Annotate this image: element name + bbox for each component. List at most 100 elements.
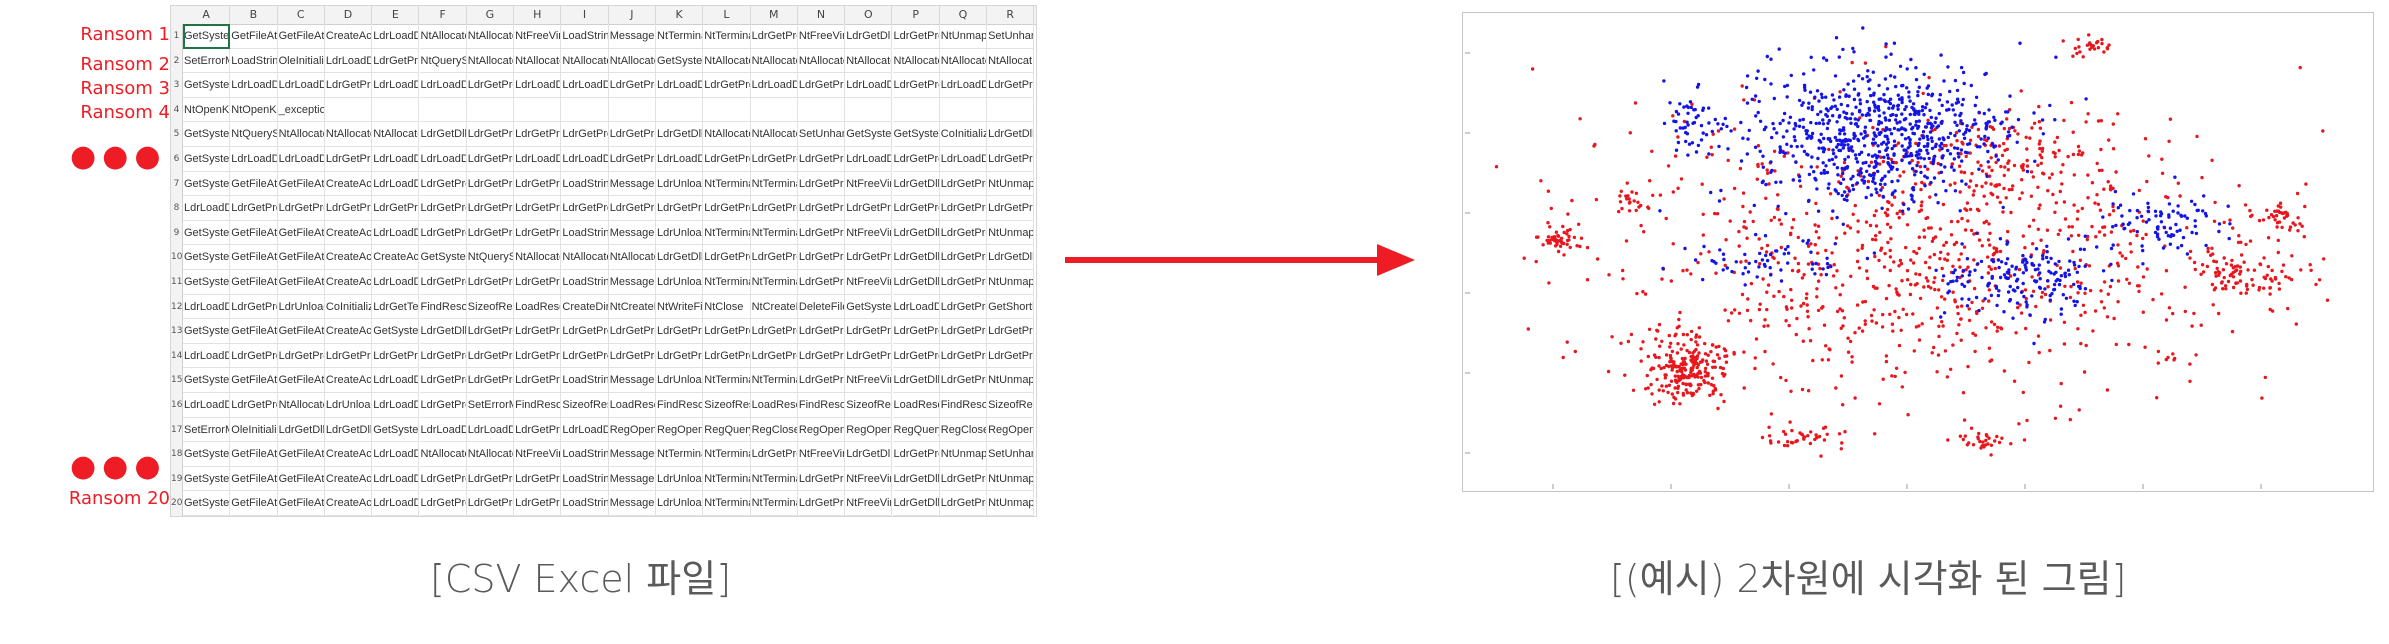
table-cell[interactable]: LdrGetPro <box>892 24 940 49</box>
table-cell[interactable]: SetErrorM <box>466 393 515 418</box>
table-cell[interactable]: NtTermina <box>703 24 751 49</box>
column-header[interactable]: Q <box>940 6 988 24</box>
table-cell[interactable]: SizeofResc <box>561 393 609 418</box>
table-cell[interactable]: LdrGetPro <box>466 73 515 98</box>
table-cell[interactable] <box>608 97 656 123</box>
table-cell[interactable]: GetSystem <box>183 147 231 172</box>
row-header[interactable]: 13 <box>171 319 183 344</box>
table-cell[interactable]: LdrGetPro <box>939 171 988 197</box>
table-cell[interactable]: LdrGetPro <box>939 294 988 320</box>
table-cell[interactable]: LoadResou <box>892 393 940 418</box>
table-cell[interactable]: LdrGetDll <box>277 417 325 443</box>
table-cell[interactable]: LdrGetDll <box>845 24 893 49</box>
table-cell[interactable]: NtTermina <box>750 270 798 295</box>
table-cell[interactable]: LdrGetDll <box>892 491 940 516</box>
table-cell[interactable] <box>656 97 704 123</box>
table-cell[interactable]: LdrGetPro <box>514 368 562 393</box>
table-cell[interactable]: LdrGetPro <box>797 196 846 221</box>
table-cell[interactable]: RegQuery <box>703 417 751 443</box>
table-cell[interactable]: LdrGetDll <box>656 122 704 147</box>
table-cell[interactable]: CreateAct <box>324 466 373 492</box>
table-cell[interactable]: SetUnhan <box>987 24 1035 49</box>
row-header[interactable]: 15 <box>171 368 183 393</box>
table-cell[interactable]: CreateAct <box>324 319 373 344</box>
table-cell[interactable]: OleInitiali <box>230 417 278 443</box>
table-cell[interactable]: LdrGetDll <box>419 122 467 147</box>
table-cell[interactable]: CreateAct <box>324 171 373 197</box>
table-cell[interactable]: LdrGetPro <box>561 319 609 344</box>
table-cell[interactable]: CreateAct <box>372 245 420 270</box>
table-cell[interactable]: CreateAct <box>324 24 373 49</box>
table-cell[interactable]: LdrUnloac <box>656 270 704 295</box>
table-cell[interactable]: LdrGetPro <box>466 122 515 147</box>
table-cell[interactable]: NtOpenKe <box>230 97 278 123</box>
table-cell[interactable]: LdrLoadDl <box>372 147 420 172</box>
table-cell[interactable]: GetFileAtt <box>230 368 278 393</box>
table-cell[interactable]: NtAllocate <box>797 48 846 74</box>
table-cell[interactable]: LdrGetPro <box>419 343 467 369</box>
table-cell[interactable] <box>750 97 798 123</box>
table-cell[interactable]: LdrGetPro <box>324 73 373 98</box>
table-cell[interactable]: _exception_ <box>277 97 325 123</box>
table-cell[interactable]: LdrGetPro <box>939 270 988 295</box>
column-header[interactable]: O <box>845 6 893 24</box>
table-cell[interactable]: LdrGetPro <box>987 319 1035 344</box>
table-cell[interactable]: GetFileAtt <box>277 245 325 270</box>
table-cell[interactable]: CreateAct <box>324 270 373 295</box>
column-header[interactable]: M <box>751 6 798 24</box>
table-cell[interactable]: GetFileAtt <box>277 466 325 492</box>
table-cell[interactable]: LoadString <box>561 171 609 197</box>
table-cell[interactable]: LdrGetPro <box>608 147 656 172</box>
table-cell[interactable]: LoadString <box>561 368 609 393</box>
table-cell[interactable]: LdrGetPro <box>561 196 609 221</box>
row-header[interactable]: 14 <box>171 343 183 369</box>
table-cell[interactable]: LdrLoadDl <box>372 24 420 49</box>
table-cell[interactable]: CreateAct <box>324 368 373 393</box>
table-cell[interactable] <box>514 97 562 123</box>
table-cell[interactable]: LdrGetPro <box>466 368 515 393</box>
table-cell[interactable]: NtAllocat <box>987 48 1035 74</box>
table-cell[interactable]: LdrLoadDl <box>230 147 278 172</box>
table-cell[interactable]: LdrGetPro <box>514 491 562 516</box>
table-cell[interactable]: GetSystem <box>372 319 420 344</box>
table-cell[interactable]: LdrLoadDl <box>372 466 420 492</box>
table-cell[interactable]: LdrLoadDl <box>324 48 373 74</box>
row-header[interactable]: 17 <box>171 417 183 443</box>
table-cell[interactable]: LdrGetPro <box>939 220 988 246</box>
table-cell[interactable]: NtFreeVirt <box>845 466 893 492</box>
row-header[interactable]: 20 <box>171 491 183 516</box>
table-cell[interactable]: GetSystem <box>183 24 231 49</box>
table-cell[interactable]: GetSystem <box>845 294 893 320</box>
column-header[interactable]: C <box>278 6 325 24</box>
table-cell[interactable] <box>466 97 515 123</box>
table-cell[interactable]: MessageB <box>608 270 656 295</box>
table-cell[interactable]: NtTermina <box>703 491 751 516</box>
table-cell[interactable]: NtAllocate <box>277 393 325 418</box>
table-cell[interactable]: LdrLoadDl <box>656 147 704 172</box>
table-cell[interactable]: LdrGetDll <box>987 245 1035 270</box>
table-cell[interactable]: NtAllocate <box>419 442 467 467</box>
table-cell[interactable]: LdrLoadDl <box>656 73 704 98</box>
table-cell[interactable]: LdrGetPro <box>561 343 609 369</box>
table-cell[interactable]: LdrGetPro <box>608 343 656 369</box>
table-cell[interactable]: LdrGetPro <box>230 294 278 320</box>
table-cell[interactable]: LdrGetTemp <box>372 294 420 320</box>
table-cell[interactable]: LdrGetPro <box>939 343 988 369</box>
table-cell[interactable]: LdrLoadDl <box>183 294 231 320</box>
table-cell[interactable]: LdrGetPro <box>797 220 846 246</box>
table-cell[interactable]: LdrGetPro <box>514 220 562 246</box>
table-cell[interactable]: LdrGetPro <box>372 48 420 74</box>
table-cell[interactable]: LoadString <box>561 24 609 49</box>
table-cell[interactable]: NtFreeVirt <box>845 171 893 197</box>
table-cell[interactable]: GetFileAtt <box>230 220 278 246</box>
table-cell[interactable]: LdrGetPro <box>939 466 988 492</box>
table-cell[interactable]: LdrLoadDl <box>750 73 798 98</box>
table-cell[interactable]: LdrGetDll <box>892 466 940 492</box>
table-cell[interactable]: NtQuerySy <box>466 245 515 270</box>
table-cell[interactable] <box>703 97 751 123</box>
table-cell[interactable]: LdrGetPro <box>608 73 656 98</box>
table-cell[interactable]: LdrLoadDl <box>561 147 609 172</box>
table-cell[interactable]: NtAllocate <box>845 48 893 74</box>
table-cell[interactable]: LdrGetPro <box>987 73 1035 98</box>
table-cell[interactable]: LdrGetPro <box>419 171 467 197</box>
